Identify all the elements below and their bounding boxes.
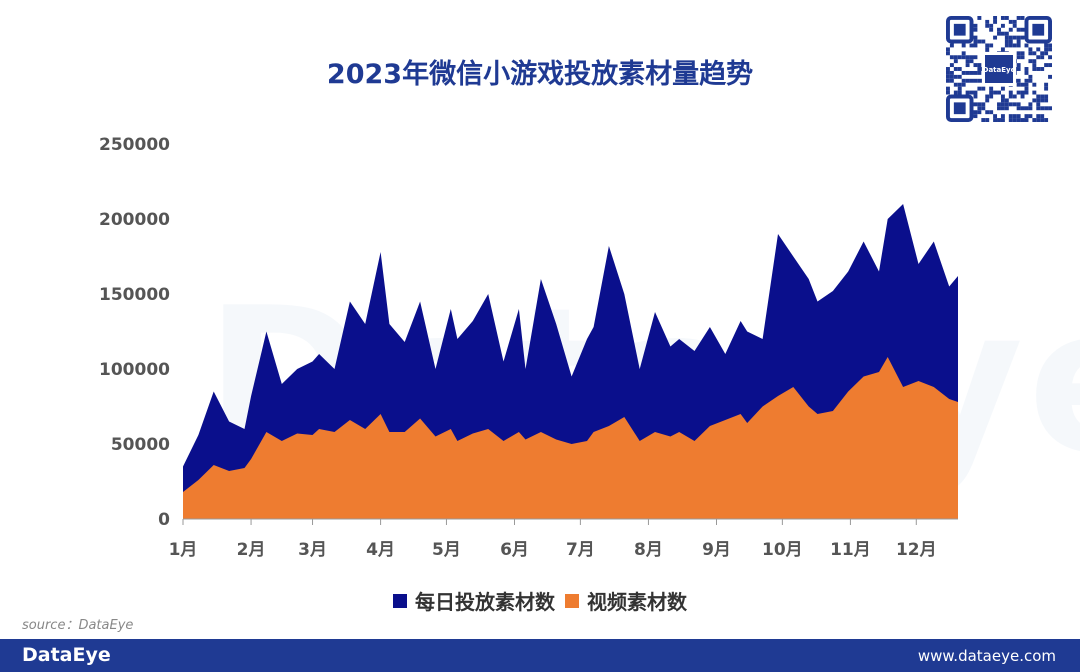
y-tick-label: 100000 [99,360,170,380]
y-tick-label: 50000 [111,435,170,455]
qr-logo-text: DataEye [983,66,1016,74]
footer-bar: DataEye www.dataeye.com [0,639,1080,672]
legend-item-video: 视频素材数 [565,586,687,615]
x-tick-label: 9月 [702,540,731,560]
x-tick-label: 10月 [762,540,803,560]
y-axis: 250000 200000 150000 100000 50000 0 [99,135,170,530]
x-tick-label: 12月 [896,540,937,560]
x-tick-label: 4月 [366,540,395,560]
x-tick-label: 6月 [500,540,529,560]
x-tick-label: 3月 [298,540,327,560]
y-tick-label: 200000 [99,210,170,230]
series-video-area [183,357,958,519]
plot-area [183,204,958,519]
x-tick-label: 8月 [634,540,663,560]
source-note: source：DataEye [22,618,134,633]
chart-title: 2023年微信小游戏投放素材量趋势 [326,59,754,90]
x-tick-label: 11月 [830,540,871,560]
legend-label-video: 视频素材数 [587,590,687,614]
legend: 每日投放素材数 视频素材数 [0,586,1080,615]
footer-url[interactable]: www.dataeye.com [917,647,1056,665]
x-tick-label: 7月 [566,540,595,560]
legend-label-total: 每日投放素材数 [415,590,555,614]
x-axis: 1月 2月 3月 4月 5月 6月 7月 8月 9月 10月 11月 12月 [169,519,937,560]
area-chart: 250000 200000 150000 100000 50000 0 1月 2月 3月 4月 5… [99,135,958,560]
x-tick-label: 2月 [237,540,266,560]
y-tick-label: 250000 [99,135,170,155]
x-tick-label: 5月 [432,540,461,560]
qr-code-icon: DataEye [946,16,1052,122]
legend-item-total: 每日投放素材数 [393,586,555,615]
x-tick-label: 1月 [169,540,198,560]
legend-swatch-total [393,593,407,608]
y-tick-label: 150000 [99,285,170,305]
legend-swatch-video [565,593,579,608]
y-tick-label: 0 [158,510,170,530]
footer-brand: DataEye [22,644,111,666]
